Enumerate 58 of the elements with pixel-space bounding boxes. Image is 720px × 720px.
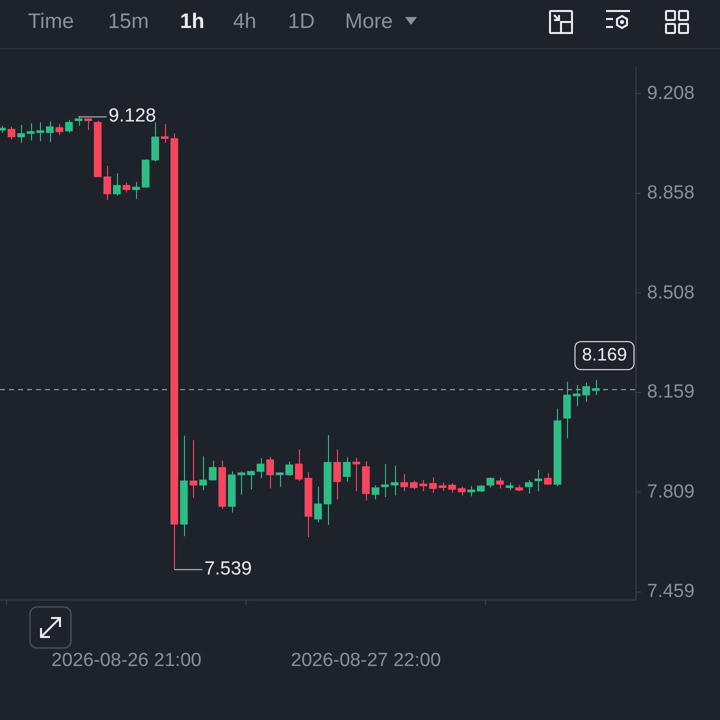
- annotation: 9.128: [108, 106, 156, 127]
- candlestick: [381, 464, 389, 498]
- candlestick: [238, 470, 246, 495]
- candlestick: [65, 119, 73, 134]
- y-tick-label: 7.809: [647, 481, 695, 502]
- candlestick: [46, 121, 54, 143]
- candlestick: [467, 485, 476, 497]
- text: 4h: [233, 10, 256, 34]
- y-tick-label: 8.508: [647, 282, 695, 304]
- candlestick: [151, 122, 159, 162]
- text: More: [345, 10, 393, 34]
- candlestick: [295, 448, 303, 482]
- candlestick: [333, 448, 341, 500]
- candlestick: [190, 440, 198, 498]
- candlestick: [544, 472, 552, 485]
- candlestick: [524, 479, 533, 494]
- text: 1h: [180, 10, 205, 34]
- candlestick: [56, 124, 64, 136]
- x-tick-label: 2026-08-27 22:00: [290, 650, 441, 671]
- candlestick: [486, 476, 494, 488]
- candlestick: [342, 456, 351, 482]
- candlestick: [266, 456, 274, 490]
- y-tick-label: 9.208: [647, 82, 695, 104]
- candlestick: [285, 460, 294, 476]
- candlestick: [352, 458, 360, 492]
- candlestick: [26, 122, 34, 141]
- candlestick: [113, 172, 121, 196]
- candlestick: [572, 384, 580, 407]
- candlestick: [103, 165, 112, 200]
- candlestick: [199, 456, 207, 491]
- y-tick-label: 8.159: [647, 382, 695, 403]
- candlestick: [563, 381, 571, 439]
- candlestick: [390, 465, 398, 496]
- text: 1D: [288, 10, 315, 34]
- y-tick-label: 7.459: [647, 581, 695, 602]
- candlestick: [372, 484, 380, 500]
- candlestick: [160, 124, 169, 144]
- candlestick: [276, 472, 284, 488]
- candlestick: [208, 460, 216, 480]
- annotation: 7.539: [204, 558, 252, 580]
- candlestick: [8, 126, 16, 140]
- candlestick: [496, 476, 504, 490]
- text: Time: [28, 10, 74, 34]
- candlestick: [420, 479, 428, 492]
- candlestick: [534, 469, 542, 492]
- candlestick: [84, 118, 92, 131]
- candlestick: [132, 181, 140, 200]
- candlestick: [36, 122, 44, 142]
- y-tick-label: 8.858: [647, 182, 695, 204]
- candlestick: [400, 473, 408, 492]
- candlestick: [592, 379, 600, 396]
- x-tick-label: 2026-08-26 21:00: [51, 650, 202, 671]
- candlestick: [122, 182, 130, 193]
- candlestick: [582, 382, 590, 402]
- candlestick: [17, 124, 25, 144]
- candlestick: [74, 116, 82, 126]
- text: 15m: [108, 10, 149, 34]
- ref-line-label: 8.169: [582, 344, 628, 365]
